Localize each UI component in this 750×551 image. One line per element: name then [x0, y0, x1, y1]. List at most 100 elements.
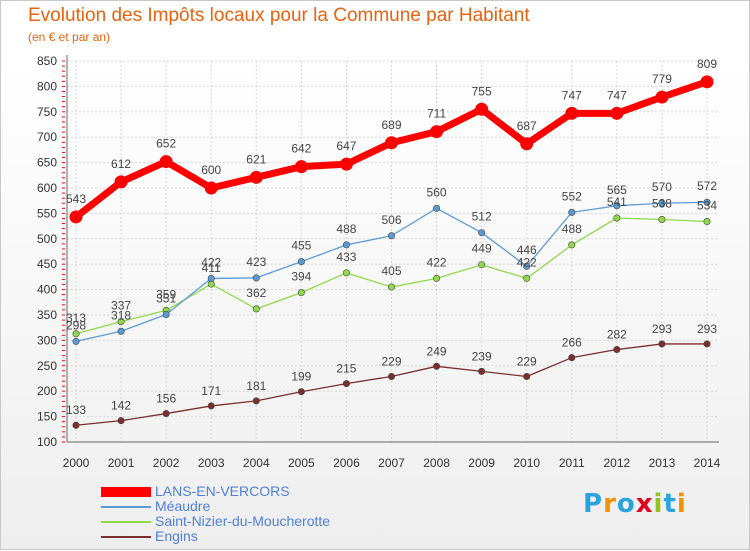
data-label: 538: [652, 196, 672, 210]
data-label: 405: [381, 264, 401, 278]
data-label: 488: [562, 222, 582, 236]
y-tick-label: 400: [37, 283, 57, 297]
data-label: 156: [156, 392, 176, 406]
x-tick-label: 2003: [198, 456, 225, 470]
data-label: 560: [427, 185, 447, 199]
data-point: [297, 289, 305, 297]
data-label: 809: [697, 57, 717, 71]
data-label: 362: [246, 286, 266, 300]
data-label: 446: [517, 243, 537, 257]
data-label: 570: [652, 180, 672, 194]
data-label: 181: [246, 379, 266, 393]
y-tick-label: 450: [37, 257, 57, 271]
x-tick-label: 2011: [559, 456, 585, 470]
x-tick-label: 2010: [513, 456, 540, 470]
data-point: [342, 380, 350, 388]
x-tick-label: 2008: [423, 456, 450, 470]
data-point: [252, 274, 260, 282]
legend-swatch: [101, 521, 151, 523]
data-label: 642: [291, 142, 311, 156]
data-point: [703, 198, 711, 206]
data-label: 647: [336, 139, 356, 153]
data-label: 747: [562, 88, 582, 102]
legend-swatch: [101, 487, 151, 497]
data-label: 711: [427, 107, 446, 121]
data-label: 534: [697, 199, 717, 213]
data-point: [117, 318, 125, 326]
data-point: [430, 125, 444, 139]
y-tick-label: 850: [37, 54, 57, 68]
data-point: [117, 327, 125, 335]
x-tick-label: 2007: [378, 456, 405, 470]
data-point: [387, 372, 395, 380]
data-label: 313: [66, 311, 86, 325]
data-point: [523, 274, 531, 282]
data-label: 423: [246, 255, 266, 269]
proxiti-logo: Proxiti: [583, 489, 687, 519]
logo-letter: x: [635, 489, 654, 519]
legend-swatch: [101, 506, 151, 508]
legend-label: Engins: [155, 528, 198, 544]
data-label: 755: [472, 84, 492, 98]
data-label: 351: [156, 291, 176, 305]
data-label: 171: [201, 384, 221, 398]
data-label: 229: [517, 354, 537, 368]
data-point: [385, 136, 398, 150]
data-point: [342, 241, 350, 249]
data-point: [613, 346, 621, 354]
y-tick-label: 550: [37, 206, 57, 220]
data-point: [565, 106, 579, 120]
data-point: [613, 214, 621, 222]
chart-title: Evolution des Impôts locaux pour la Comm…: [28, 5, 530, 26]
data-point: [433, 362, 441, 370]
data-label: 689: [381, 118, 401, 132]
data-point: [72, 421, 80, 429]
data-point: [523, 372, 531, 380]
data-label: 543: [66, 192, 86, 206]
data-label: 282: [607, 328, 627, 342]
data-label: 411: [202, 261, 221, 275]
data-label: 747: [607, 88, 627, 102]
data-label: 621: [246, 152, 266, 166]
data-point: [433, 204, 441, 212]
data-label: 687: [517, 119, 537, 133]
logo-letter: i: [653, 489, 664, 519]
data-point: [114, 175, 128, 189]
data-label: 229: [381, 354, 401, 368]
data-label: 359: [156, 287, 176, 301]
data-label: 422: [427, 255, 447, 269]
data-point: [72, 337, 80, 345]
x-tick-label: 2012: [604, 456, 631, 470]
y-tick-label: 100: [37, 435, 57, 449]
data-point: [297, 388, 305, 396]
data-point: [658, 215, 666, 223]
data-point: [475, 102, 489, 116]
legend-label: Saint-Nizier-du-Moucherotte: [155, 513, 331, 529]
y-tick-label: 350: [37, 308, 57, 322]
data-point: [478, 261, 486, 269]
data-point: [700, 75, 714, 89]
data-point: [159, 155, 173, 169]
data-point: [703, 340, 711, 348]
data-label: 133: [66, 403, 86, 417]
data-point: [207, 402, 215, 410]
data-point: [162, 410, 170, 418]
data-point: [72, 330, 80, 338]
chart-subtitle: (en € et par an): [28, 30, 111, 44]
data-point: [610, 106, 624, 120]
data-point: [297, 258, 305, 266]
y-tick-label: 750: [37, 105, 57, 119]
data-point: [117, 417, 125, 425]
x-tick-label: 2005: [288, 456, 315, 470]
data-point: [387, 232, 395, 240]
y-tick-label: 200: [37, 384, 57, 398]
data-point: [339, 157, 353, 171]
x-tick-label: 2002: [153, 456, 180, 470]
data-point: [249, 170, 263, 184]
data-point: [207, 274, 215, 282]
data-label: 293: [652, 322, 672, 336]
data-label: 572: [697, 179, 717, 193]
data-point: [703, 218, 711, 226]
